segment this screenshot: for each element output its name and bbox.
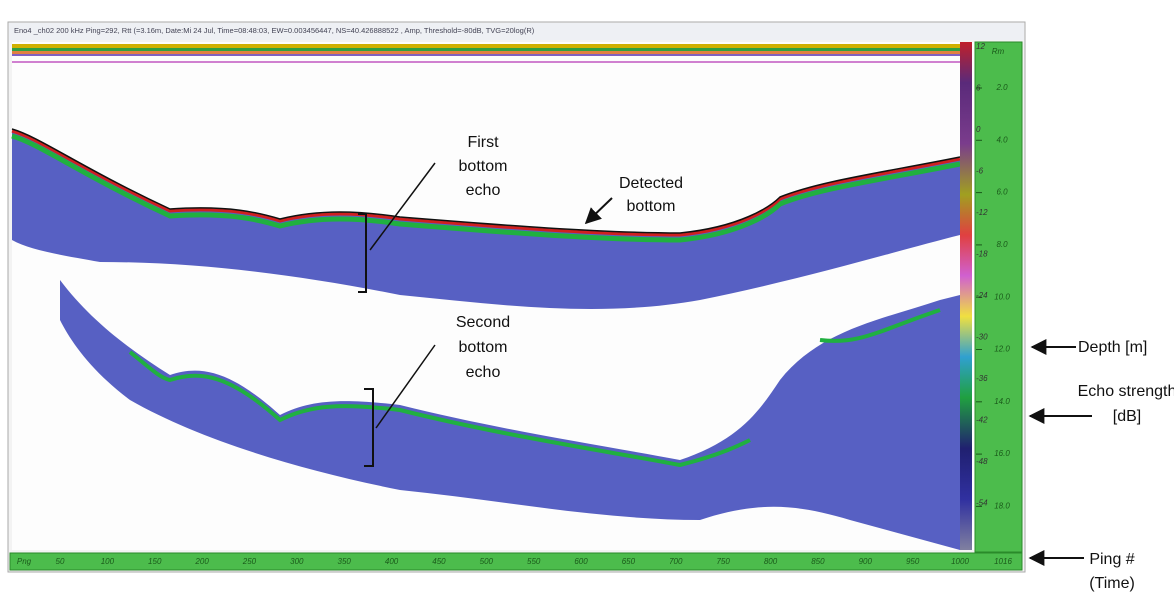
annotation: Depth [m] [1078, 339, 1147, 356]
depth-label: 14.0 [994, 397, 1010, 406]
depth-label: 6.0 [996, 188, 1008, 197]
color-scale-label: -48 [976, 457, 988, 466]
ping-label: 450 [432, 557, 446, 566]
ping-label: 1016 [994, 557, 1012, 566]
status-text: Eno4 _ch02 200 kHz Ping=292, Rtt (=3.16m… [14, 26, 535, 35]
color-scale-label: -12 [976, 208, 988, 217]
ping-label: 950 [906, 557, 920, 566]
ping-label: 850 [811, 557, 825, 566]
depth-label: 18.0 [994, 502, 1010, 511]
ping-label: 900 [859, 557, 873, 566]
depth-label: 8.0 [996, 240, 1008, 249]
echogram-figure: Eno4 _ch02 200 kHz Ping=292, Rtt (=3.16m… [0, 0, 1174, 600]
depth-label: 12.0 [994, 345, 1010, 354]
ping-unit-label: Png [17, 557, 32, 566]
annotation: Echo strength [1078, 383, 1174, 400]
annotation: bottom [627, 198, 676, 215]
color-scale-label: -24 [976, 291, 988, 300]
surface-band [12, 54, 960, 56]
annotation: (Time) [1089, 575, 1135, 592]
surface-band [12, 51, 960, 54]
ping-label: 50 [56, 557, 65, 566]
ping-label: 750 [716, 557, 730, 566]
annotation: echo [466, 182, 501, 199]
annotation: Ping # [1089, 551, 1134, 568]
surface-band [12, 61, 960, 63]
ping-label: 800 [764, 557, 778, 566]
ping-label: 250 [242, 557, 257, 566]
annotation: bottom [459, 158, 508, 175]
color-scale-label: -30 [976, 333, 988, 342]
ping-label: 500 [480, 557, 494, 566]
ping-label: 100 [101, 557, 115, 566]
ping-label: 700 [669, 557, 683, 566]
depth-label: 2.0 [995, 83, 1008, 92]
color-scale-label: 12 [976, 42, 985, 51]
color-scale-label: -42 [976, 416, 988, 425]
annotation: [dB] [1113, 408, 1141, 425]
ping-label: 600 [574, 557, 588, 566]
ping-label: 150 [148, 557, 162, 566]
ping-label: 550 [527, 557, 541, 566]
depth-unit-label: Rm [992, 47, 1005, 56]
ping-label: 350 [338, 557, 352, 566]
annotation: First [467, 134, 499, 151]
color-bar [960, 42, 972, 550]
color-scale-label: -18 [976, 250, 988, 259]
annotation: Detected [619, 175, 683, 192]
ping-label: 300 [290, 557, 304, 566]
depth-label: 10.0 [994, 292, 1010, 301]
ping-label: 200 [194, 557, 209, 566]
ping-label: 1000 [951, 557, 969, 566]
annotation: bottom [459, 339, 508, 356]
depth-label: 16.0 [994, 449, 1010, 458]
surface-band [12, 44, 960, 48]
color-scale-label: -6 [976, 167, 984, 176]
ping-label: 650 [622, 557, 636, 566]
color-scale-label: -36 [976, 374, 988, 383]
annotation: Second [456, 314, 510, 331]
ping-label: 400 [385, 557, 399, 566]
color-scale-label: 0 [976, 125, 981, 134]
surface-band [12, 48, 960, 51]
annotation: echo [466, 364, 501, 381]
depth-label: 4.0 [996, 135, 1008, 144]
